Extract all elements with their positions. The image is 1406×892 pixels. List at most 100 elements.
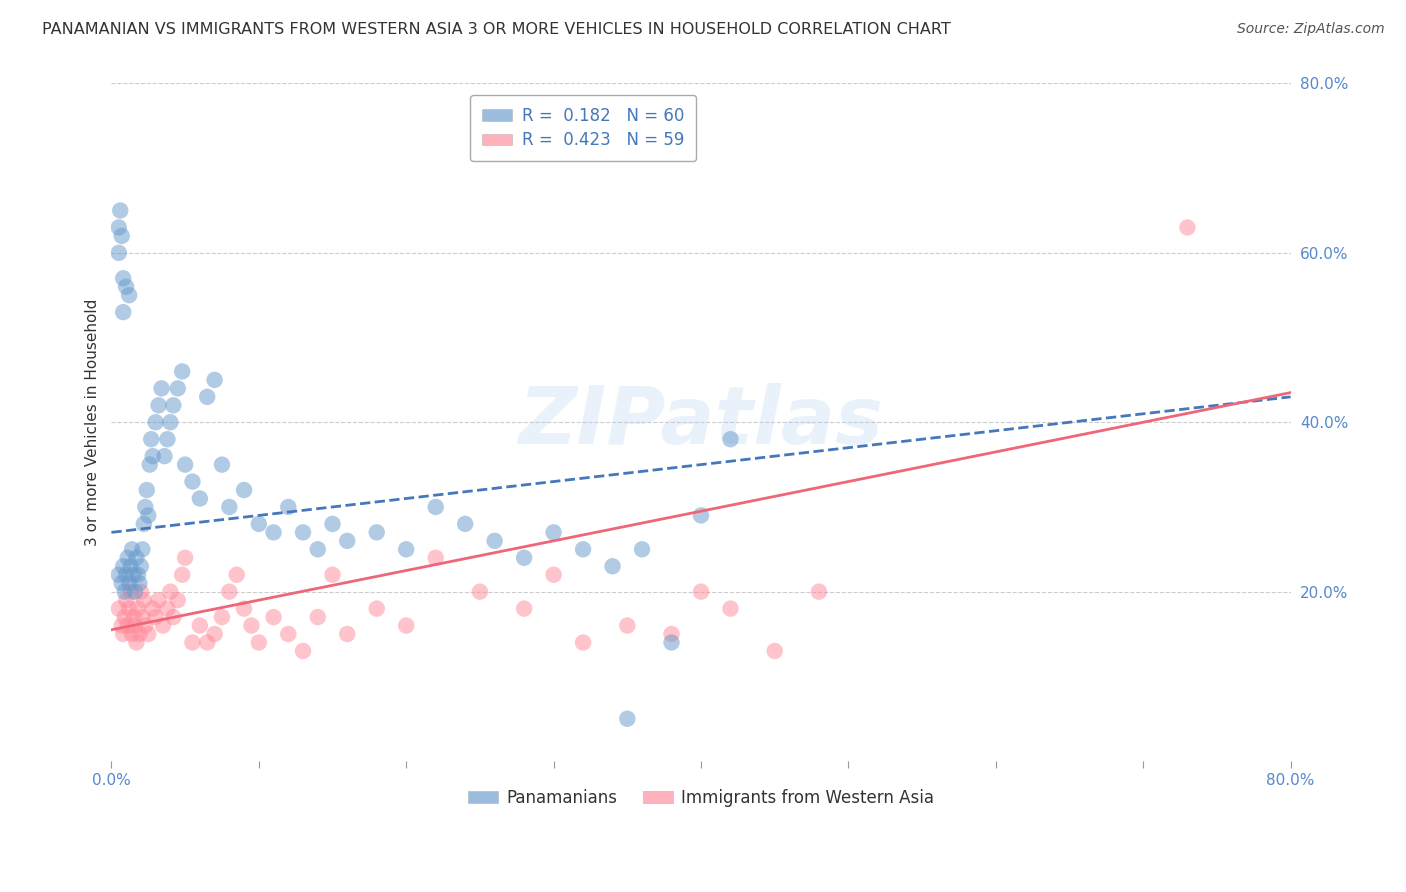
Point (195, 390, 218, 404)
Point (138, 458, 160, 472)
Point (247, 516, 270, 531)
Point (616, 618, 638, 632)
Point (135, 483, 157, 497)
Text: Source: ZipAtlas.com: Source: ZipAtlas.com (1237, 22, 1385, 37)
Point (204, 627, 226, 641)
Point (150, 381, 173, 395)
Point (115, 567, 138, 582)
Point (572, 542, 595, 557)
Point (1177, 220, 1199, 235)
Point (148, 398, 170, 412)
Point (233, 483, 256, 497)
Point (111, 618, 134, 632)
Point (124, 618, 146, 632)
Point (127, 567, 149, 582)
Point (107, 245, 129, 260)
Point (366, 601, 388, 615)
Point (111, 228, 134, 243)
Point (114, 584, 136, 599)
Y-axis label: 3 or more Vehicles in Household: 3 or more Vehicles in Household (86, 299, 100, 546)
Point (616, 712, 638, 726)
Point (336, 533, 359, 548)
Point (145, 610, 167, 624)
Point (131, 610, 153, 624)
Point (125, 550, 148, 565)
Point (112, 305, 135, 319)
Point (107, 601, 129, 615)
Point (454, 516, 477, 531)
Point (513, 550, 536, 565)
Point (115, 593, 138, 607)
Point (121, 627, 143, 641)
Point (425, 500, 447, 514)
Point (128, 627, 150, 641)
Point (172, 364, 194, 378)
Point (118, 288, 141, 302)
Point (111, 576, 134, 591)
Point (110, 203, 132, 218)
Point (240, 618, 263, 632)
Point (166, 593, 188, 607)
Point (125, 635, 148, 649)
Point (136, 627, 159, 641)
Point (129, 584, 152, 599)
Point (172, 567, 194, 582)
Point (763, 644, 786, 658)
Point (174, 458, 197, 472)
Point (277, 500, 299, 514)
Point (661, 627, 683, 641)
Point (162, 398, 184, 412)
Point (188, 491, 211, 506)
Point (468, 584, 491, 599)
Point (159, 415, 181, 429)
Point (156, 601, 179, 615)
Point (132, 593, 155, 607)
Text: ZIPatlas: ZIPatlas (519, 384, 883, 461)
Point (118, 576, 141, 591)
Point (128, 576, 150, 591)
Point (127, 601, 149, 615)
Point (114, 610, 136, 624)
Point (277, 627, 299, 641)
Point (292, 644, 315, 658)
Point (112, 271, 135, 285)
Point (233, 601, 256, 615)
Point (117, 550, 139, 565)
Point (307, 610, 329, 624)
Point (661, 635, 683, 649)
Point (131, 542, 153, 557)
Point (690, 508, 713, 523)
Point (631, 542, 654, 557)
Point (124, 584, 146, 599)
Point (136, 508, 159, 523)
Point (129, 559, 152, 574)
Point (112, 559, 135, 574)
Point (195, 635, 218, 649)
Point (107, 567, 129, 582)
Point (366, 525, 388, 540)
Point (225, 567, 247, 582)
Point (134, 618, 156, 632)
Point (321, 516, 343, 531)
Point (181, 635, 204, 649)
Point (395, 618, 418, 632)
Point (602, 559, 624, 574)
Point (218, 584, 240, 599)
Point (174, 550, 197, 565)
Point (159, 584, 181, 599)
Point (112, 627, 135, 641)
Point (484, 533, 506, 548)
Point (162, 610, 184, 624)
Point (132, 516, 155, 531)
Point (211, 610, 233, 624)
Point (153, 449, 176, 463)
Point (690, 584, 713, 599)
Point (141, 432, 163, 446)
Point (247, 635, 270, 649)
Point (142, 449, 165, 463)
Point (107, 220, 129, 235)
Point (292, 525, 315, 540)
Point (120, 584, 142, 599)
Point (122, 610, 145, 624)
Point (120, 559, 142, 574)
